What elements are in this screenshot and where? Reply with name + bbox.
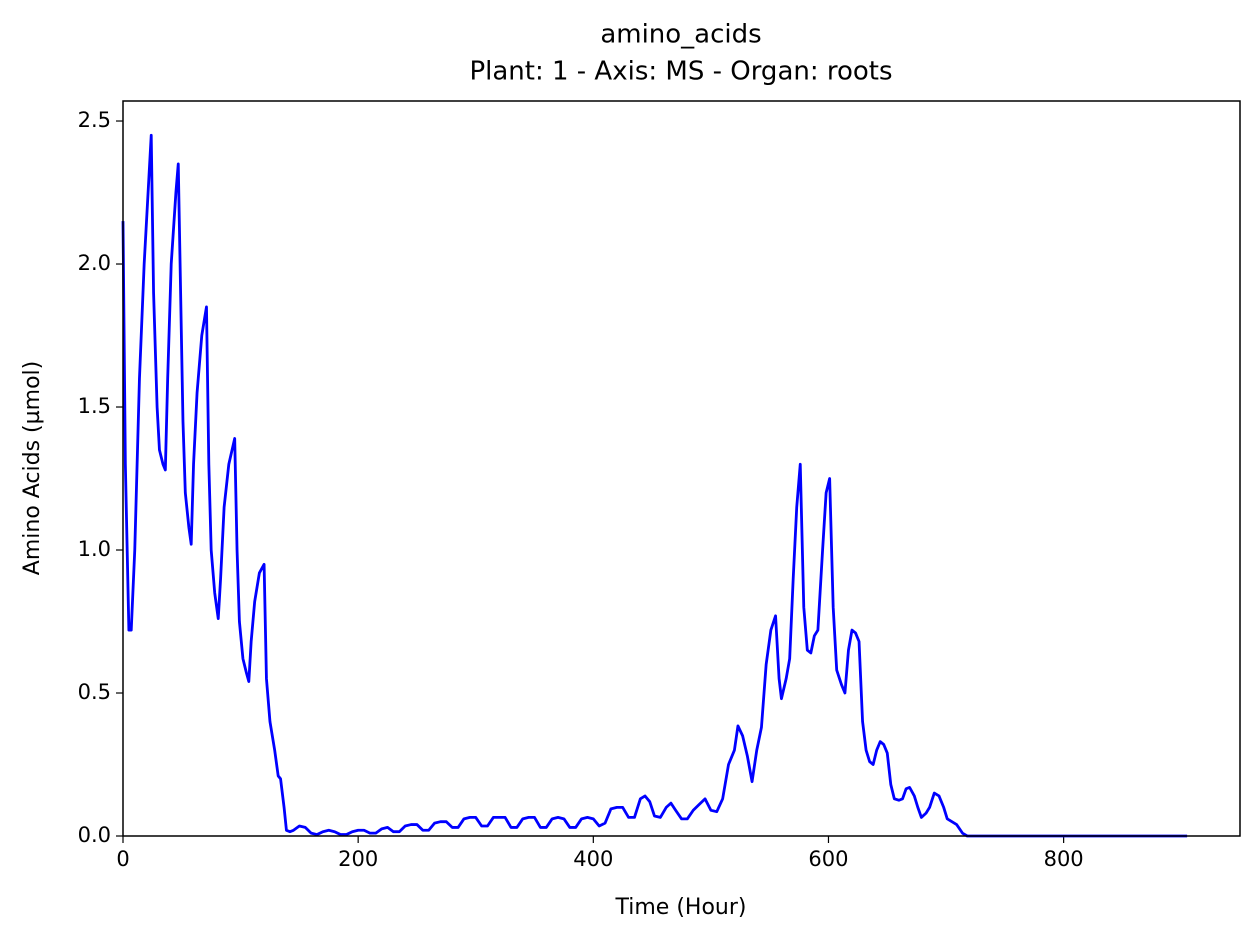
y-tick-label: 1.0 xyxy=(78,537,111,561)
chart-title: amino_acids xyxy=(600,20,761,50)
y-tick-label: 0.5 xyxy=(78,680,111,704)
y-tick-label: 2.0 xyxy=(78,251,111,275)
y-tick-label: 0.0 xyxy=(78,823,111,847)
x-tick-label: 0 xyxy=(116,847,129,871)
y-tick-label: 2.5 xyxy=(78,108,111,132)
chart-subtitle: Plant: 1 - Axis: MS - Organ: roots xyxy=(469,57,892,87)
y-axis-label: Amino Acids (µmol) xyxy=(20,361,45,575)
plot-frame xyxy=(122,100,1241,837)
x-axis-label: Time (Hour) xyxy=(615,895,747,920)
x-tick-label: 200 xyxy=(338,847,378,871)
x-tick-label: 600 xyxy=(808,847,848,871)
x-tick-label: 400 xyxy=(573,847,613,871)
data-line xyxy=(121,133,1188,838)
y-tick-label: 1.5 xyxy=(78,394,111,418)
x-tick-label: 800 xyxy=(1044,847,1084,871)
